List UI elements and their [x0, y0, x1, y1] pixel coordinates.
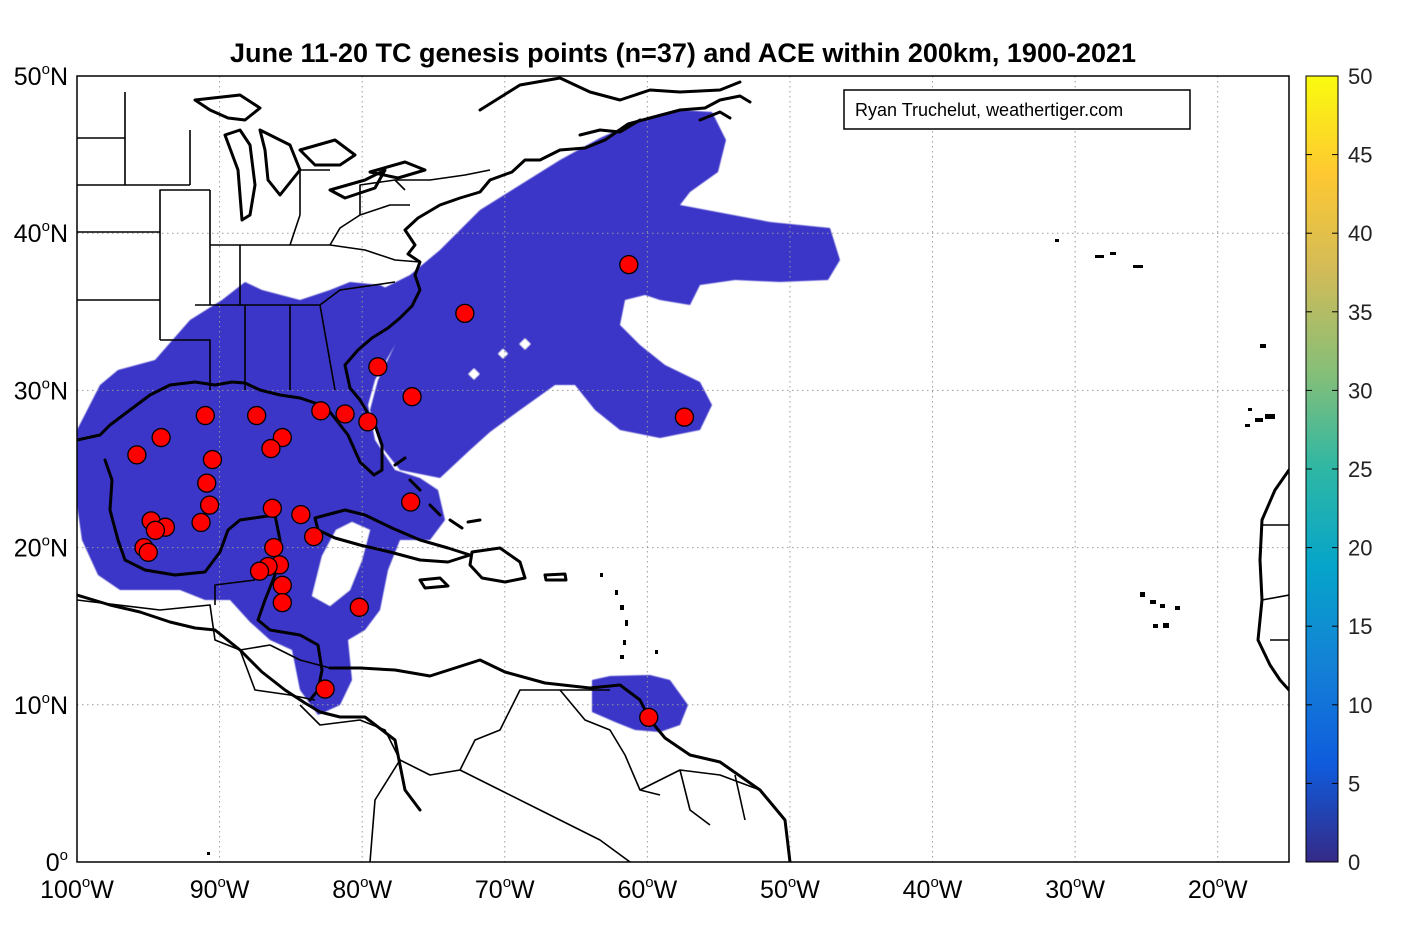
genesis-point-marker: [199, 495, 220, 515]
y-tick-label: 0o: [46, 847, 68, 877]
genesis-point-marker: [335, 404, 355, 424]
colorbar-tick-label: 5: [1348, 771, 1360, 796]
genesis-point-marker: [151, 427, 171, 448]
genesis-point-marker: [191, 512, 211, 533]
x-tick-label: 100oW: [40, 874, 114, 904]
ace-field: [77, 110, 840, 732]
genesis-point-marker: [291, 504, 311, 525]
y-tick-label: 40oN: [14, 218, 68, 248]
x-tick-label: 20oW: [1188, 874, 1248, 904]
genesis-point-marker: [674, 407, 695, 427]
genesis-point-marker: [315, 679, 335, 699]
x-tick-label: 90oW: [190, 874, 250, 904]
genesis-point-marker: [272, 592, 292, 613]
x-tick-label: 30oW: [1045, 874, 1105, 904]
credit-text: Ryan Truchelut, weathertiger.com: [855, 100, 1123, 120]
ace-gap: [498, 348, 508, 359]
genesis-point-marker: [247, 405, 267, 426]
colorbar-tick-label: 10: [1348, 693, 1372, 718]
y-axis-labels: 0o 10oN 20oN 30oN 40oN 50oN: [14, 61, 68, 877]
x-tick-label: 50oW: [760, 874, 820, 904]
genesis-point-marker: [401, 492, 421, 512]
genesis-markers: [127, 254, 695, 728]
genesis-point-marker: [455, 303, 475, 324]
islands: [207, 239, 1275, 855]
graticule: [77, 76, 1289, 862]
genesis-point-marker: [145, 520, 166, 540]
genesis-point-marker: [197, 473, 217, 493]
genesis-point-marker: [127, 445, 147, 465]
genesis-point-marker: [349, 597, 369, 617]
y-tick-label: 50oN: [14, 61, 68, 91]
colorbar-tick-label: 0: [1348, 850, 1360, 875]
genesis-point-marker: [264, 537, 284, 558]
ace-gap: [519, 338, 531, 350]
genesis-point-marker: [195, 405, 215, 426]
colorbar-tick-label: 25: [1348, 457, 1372, 482]
genesis-point-marker: [261, 438, 281, 459]
coastlines: [77, 76, 1289, 862]
genesis-point-marker: [272, 575, 292, 595]
genesis-point-marker: [311, 401, 331, 421]
ace-gap: [468, 368, 480, 380]
ace-region-southamerica: [592, 675, 688, 732]
credit-box: Ryan Truchelut, weathertiger.com: [843, 89, 1191, 130]
colorbar-tick-label: 35: [1348, 300, 1372, 325]
ace-region-atlantic: [360, 110, 840, 478]
colorbar-ticks: 0 5 10 15 20 25 30 35 40 45 50: [1306, 64, 1372, 875]
genesis-point-marker: [249, 561, 270, 581]
genesis-point-marker: [304, 526, 324, 547]
colorbar-tick-label: 40: [1348, 221, 1372, 246]
genesis-point-marker: [358, 412, 378, 432]
genesis-point-marker: [368, 357, 388, 377]
x-tick-label: 40oW: [903, 874, 963, 904]
genesis-point-marker: [402, 387, 422, 407]
ace-region-gulf: [77, 282, 445, 715]
x-axis-labels: 100oW 90oW 80oW 70oW 60oW 50oW 40oW 30oW 20oW: [40, 874, 1248, 904]
x-tick-label: 80oW: [332, 874, 392, 904]
x-tick-label: 60oW: [617, 874, 677, 904]
political-borders: [77, 92, 786, 862]
y-tick-label: 10oN: [14, 690, 68, 720]
colorbar-tick-label: 45: [1348, 143, 1372, 168]
genesis-point-marker: [639, 707, 659, 728]
y-tick-label: 30oN: [14, 375, 68, 405]
genesis-point-marker: [138, 542, 158, 562]
colorbar-tick-label: 20: [1348, 536, 1372, 561]
map-frame: [76, 75, 1290, 863]
genesis-point-marker: [619, 254, 639, 275]
genesis-point-marker: [262, 498, 282, 518]
colorbar-tick-label: 30: [1348, 378, 1372, 403]
chart-title: June 11-20 TC genesis points (n=37) and …: [230, 38, 1136, 68]
colorbar-tick-label: 50: [1348, 64, 1372, 89]
x-tick-label: 70oW: [475, 874, 535, 904]
colorbar-tick-label: 15: [1348, 614, 1372, 639]
genesis-point-marker: [202, 449, 223, 470]
colorbar: 0 5 10 15 20 25 30 35 40 45 50: [1305, 64, 1372, 875]
y-tick-label: 20oN: [14, 533, 68, 563]
